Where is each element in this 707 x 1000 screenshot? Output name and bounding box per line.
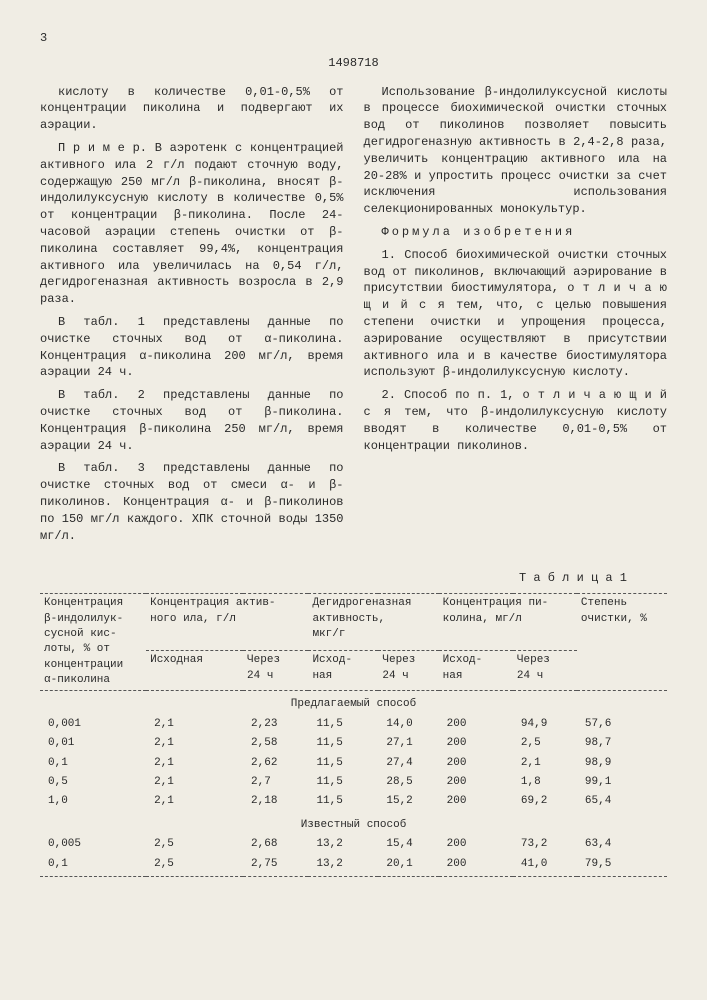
table-cell: 13,2 [308, 855, 378, 874]
col-header: Концентрация актив- ного ила, г/л [146, 594, 308, 651]
table-cell: 15,4 [378, 835, 438, 854]
table-cell: 73,2 [513, 835, 577, 854]
table-cell: 2,1 [146, 773, 243, 792]
table-cell: 2,1 [146, 715, 243, 734]
para: кислоту в количестве 0,01-0,5% от концен… [40, 84, 344, 134]
table-cell: 2,1 [513, 754, 577, 773]
group-label: Предлагаемый способ [40, 691, 667, 715]
table-title: Т а б л и ц а 1 [40, 570, 627, 587]
table-cell: 28,5 [378, 773, 438, 792]
table-cell: 2,58 [243, 734, 308, 753]
table-cell: 0,01 [40, 734, 146, 753]
separator-row [40, 874, 667, 877]
table-cell: 200 [439, 754, 513, 773]
table-cell: 20,1 [378, 855, 438, 874]
table-cell: 200 [439, 734, 513, 753]
table-row: 0,012,12,5811,527,12002,598,7 [40, 734, 667, 753]
table-cell: 98,9 [577, 754, 667, 773]
table-cell: 2,1 [146, 754, 243, 773]
table-cell: 94,9 [513, 715, 577, 734]
table-cell: 63,4 [577, 835, 667, 854]
table-row: 0,52,12,711,528,52001,899,1 [40, 773, 667, 792]
table-row: 0,12,12,6211,527,42002,198,9 [40, 754, 667, 773]
table-cell: 2,5 [146, 835, 243, 854]
para: 1. Способ биохимической очистки сточных … [364, 247, 668, 381]
table-cell: 2,75 [243, 855, 308, 874]
table-cell: 2,68 [243, 835, 308, 854]
table-cell: 98,7 [577, 734, 667, 753]
table-cell: 11,5 [308, 792, 378, 811]
table-cell: 2,5 [146, 855, 243, 874]
para: Использование β-индолилуксусной кислоты … [364, 84, 668, 218]
table-body: Предлагаемый способ0,0012,12,2311,514,02… [40, 691, 667, 877]
table-cell: 0,1 [40, 754, 146, 773]
table-row: 1,02,12,1811,515,220069,265,4 [40, 792, 667, 811]
document-number: 1498718 [40, 55, 667, 72]
para: В табл. 2 представлены данные по очистке… [40, 387, 344, 454]
table-cell: 57,6 [577, 715, 667, 734]
table-cell: 11,5 [308, 773, 378, 792]
col-subheader: Исход-ная [439, 651, 513, 691]
col-header: Степень очистки, % [577, 594, 667, 691]
table-cell: 200 [439, 715, 513, 734]
table-row: 0,12,52,7513,220,120041,079,5 [40, 855, 667, 874]
table-cell: 2,1 [146, 734, 243, 753]
para: В табл. 3 представлены данные по очистке… [40, 460, 344, 544]
table-cell: 11,5 [308, 715, 378, 734]
table-cell: 200 [439, 773, 513, 792]
table-cell: 99,1 [577, 773, 667, 792]
para: 2. Способ по п. 1, о т л и ч а ю щ и й с… [364, 387, 668, 454]
table-cell: 200 [439, 835, 513, 854]
data-table: Концентрация β-индолилук- сусной кис- ло… [40, 593, 667, 877]
table-cell: 69,2 [513, 792, 577, 811]
table-cell: 15,2 [378, 792, 438, 811]
group-label: Известный способ [40, 812, 667, 835]
col-header: Концентрация β-индолилук- сусной кис- ло… [40, 594, 146, 691]
table-cell: 13,2 [308, 835, 378, 854]
table-cell: 14,0 [378, 715, 438, 734]
table-cell: 2,7 [243, 773, 308, 792]
col-header: Дегидрогеназная активность, мкг/г [308, 594, 438, 651]
table-row: 0,0052,52,6813,215,420073,263,4 [40, 835, 667, 854]
col-header: Концентрация пи- колина, мг/л [439, 594, 577, 651]
table-cell: 11,5 [308, 734, 378, 753]
table-cell: 41,0 [513, 855, 577, 874]
col-subheader: Через24 ч [378, 651, 438, 691]
col-subheader: Исход-ная [308, 651, 378, 691]
table-cell: 1,8 [513, 773, 577, 792]
table-row: 0,0012,12,2311,514,020094,957,6 [40, 715, 667, 734]
table-cell: 2,62 [243, 754, 308, 773]
table-cell: 79,5 [577, 855, 667, 874]
table-cell: 0,5 [40, 773, 146, 792]
left-column: кислоту в количестве 0,01-0,5% от концен… [40, 84, 344, 551]
table-cell: 27,1 [378, 734, 438, 753]
group-label-row: Известный способ [40, 812, 667, 835]
table-cell: 27,4 [378, 754, 438, 773]
table-cell: 2,18 [243, 792, 308, 811]
table-cell: 0,1 [40, 855, 146, 874]
table-cell: 2,1 [146, 792, 243, 811]
table-cell: 0,001 [40, 715, 146, 734]
group-label-row: Предлагаемый способ [40, 691, 667, 715]
para: В табл. 1 представлены данные по очистке… [40, 314, 344, 381]
table-cell: 2,5 [513, 734, 577, 753]
right-column: Использование β-индолилуксусной кислоты … [364, 84, 668, 551]
col-subheader: Через24 ч [243, 651, 308, 691]
text-columns: кислоту в количестве 0,01-0,5% от концен… [40, 84, 667, 551]
page-header: 3 [40, 30, 667, 47]
para: П р и м е р. В аэротенк с концентрацией … [40, 140, 344, 308]
col-subheader: Через24 ч [513, 651, 577, 691]
table-cell: 2,23 [243, 715, 308, 734]
table-cell: 200 [439, 792, 513, 811]
page-left: 3 [40, 30, 47, 47]
section-title: Формула изобретения [364, 224, 668, 241]
table-cell: 11,5 [308, 754, 378, 773]
table-cell: 1,0 [40, 792, 146, 811]
col-subheader: Исходная [146, 651, 243, 691]
table-cell: 0,005 [40, 835, 146, 854]
table-cell: 65,4 [577, 792, 667, 811]
table-cell: 200 [439, 855, 513, 874]
